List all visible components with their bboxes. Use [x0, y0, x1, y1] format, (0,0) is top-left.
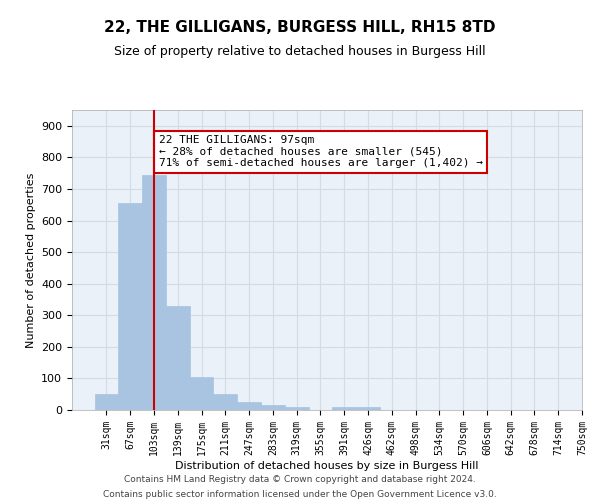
Bar — [190, 377, 214, 410]
Bar — [142, 174, 166, 410]
Bar — [95, 394, 118, 410]
Y-axis label: Number of detached properties: Number of detached properties — [26, 172, 35, 348]
Bar — [118, 203, 142, 410]
Bar — [166, 306, 190, 410]
Bar — [237, 402, 261, 410]
Bar — [261, 406, 285, 410]
Text: 22, THE GILLIGANS, BURGESS HILL, RH15 8TD: 22, THE GILLIGANS, BURGESS HILL, RH15 8T… — [104, 20, 496, 35]
Text: Contains HM Land Registry data © Crown copyright and database right 2024.: Contains HM Land Registry data © Crown c… — [124, 475, 476, 484]
Text: 22 THE GILLIGANS: 97sqm
← 28% of detached houses are smaller (545)
71% of semi-d: 22 THE GILLIGANS: 97sqm ← 28% of detache… — [159, 136, 483, 168]
Bar — [214, 394, 237, 410]
X-axis label: Distribution of detached houses by size in Burgess Hill: Distribution of detached houses by size … — [175, 460, 479, 470]
Text: Size of property relative to detached houses in Burgess Hill: Size of property relative to detached ho… — [114, 45, 486, 58]
Bar — [356, 407, 380, 410]
Bar — [332, 407, 356, 410]
Bar — [285, 407, 308, 410]
Text: Contains public sector information licensed under the Open Government Licence v3: Contains public sector information licen… — [103, 490, 497, 499]
